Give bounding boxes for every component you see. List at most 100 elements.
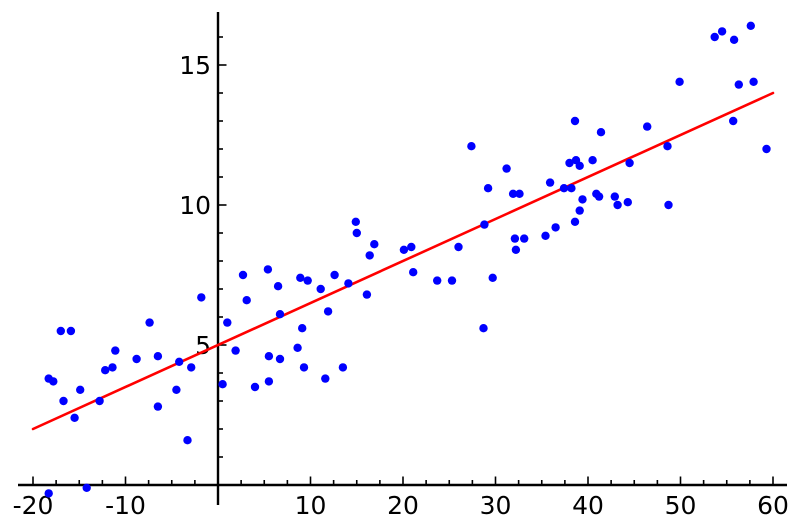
data-point — [613, 200, 622, 210]
x-tick-label: 10 — [295, 491, 327, 520]
data-point — [545, 178, 555, 187]
data-point — [551, 223, 560, 232]
data-point — [480, 220, 489, 229]
data-point — [575, 161, 584, 170]
axes — [18, 12, 787, 505]
data-point — [663, 142, 672, 151]
data-point — [567, 184, 576, 193]
data-point — [511, 245, 521, 254]
data-point — [321, 374, 330, 383]
data-point — [565, 158, 574, 168]
data-point — [729, 35, 739, 44]
data-point — [95, 396, 104, 406]
data-point — [145, 318, 154, 327]
data-point — [399, 245, 409, 254]
data-point — [323, 307, 333, 316]
data-point — [625, 158, 634, 168]
data-point — [588, 156, 597, 165]
data-point — [70, 413, 79, 422]
x-axis-labels: -20 -10 10 20 30 40 50 60 — [13, 491, 789, 520]
data-point — [264, 377, 274, 386]
x-tick-label: 40 — [572, 491, 604, 520]
data-point — [409, 268, 418, 277]
data-point — [263, 265, 273, 274]
data-point — [197, 293, 206, 302]
data-point — [108, 363, 117, 372]
data-point — [250, 382, 260, 392]
data-point — [746, 21, 755, 30]
data-point — [575, 206, 584, 215]
data-point — [454, 242, 463, 252]
data-point — [273, 282, 283, 291]
data-point — [488, 273, 497, 282]
data-point — [675, 77, 684, 87]
data-point — [187, 363, 196, 372]
data-point — [330, 270, 339, 280]
data-point — [296, 273, 305, 282]
data-point — [231, 346, 240, 355]
data-point — [541, 231, 550, 240]
data-point — [734, 80, 743, 89]
data-point — [218, 380, 227, 389]
data-point — [362, 290, 372, 299]
data-point — [242, 296, 251, 305]
data-point — [717, 27, 727, 36]
data-point — [101, 366, 110, 375]
x-tick-label: 30 — [480, 491, 512, 520]
data-point — [559, 184, 569, 193]
data-point — [508, 189, 518, 198]
data-point — [643, 122, 652, 131]
data-point — [238, 270, 248, 280]
data-point — [483, 184, 493, 193]
data-point — [344, 279, 353, 288]
x-tick-label: 50 — [665, 491, 697, 520]
data-point — [762, 144, 771, 154]
data-point — [596, 128, 606, 137]
y-tick-label: 10 — [179, 191, 211, 220]
data-point — [111, 346, 120, 355]
data-point — [520, 234, 529, 243]
data-point — [183, 436, 192, 445]
data-point — [623, 198, 632, 207]
data-point — [59, 396, 68, 406]
data-point — [502, 164, 511, 173]
data-point — [610, 192, 619, 201]
data-point — [594, 192, 604, 201]
data-point — [132, 354, 141, 364]
data-point — [578, 195, 587, 204]
x-tick-label: 60 — [757, 491, 789, 520]
data-point — [467, 142, 476, 151]
data-point — [407, 242, 416, 252]
data-point — [365, 251, 374, 260]
data-point — [76, 385, 85, 394]
data-point — [49, 377, 58, 386]
data-point — [275, 310, 285, 319]
data-point — [352, 228, 361, 238]
data-point — [338, 363, 348, 372]
data-point — [175, 357, 184, 366]
data-point — [749, 77, 758, 87]
data-point — [447, 276, 457, 285]
data-point — [172, 385, 181, 394]
data-point — [275, 354, 285, 364]
data-point — [433, 276, 442, 285]
data-point — [153, 352, 163, 361]
y-tick-label: 15 — [179, 51, 211, 80]
data-point — [664, 200, 673, 210]
data-point — [44, 489, 53, 498]
data-point — [293, 343, 302, 352]
data-point — [299, 363, 309, 372]
data-point — [223, 318, 232, 327]
scatter-points — [44, 21, 771, 498]
fit-line — [31, 91, 775, 431]
data-point — [570, 217, 580, 226]
data-point — [570, 116, 580, 126]
x-tick-label: 20 — [387, 491, 419, 520]
data-point — [153, 402, 163, 411]
data-point — [510, 234, 520, 243]
data-point — [515, 189, 524, 198]
data-point — [264, 352, 274, 361]
tick-marks — [32, 36, 774, 485]
